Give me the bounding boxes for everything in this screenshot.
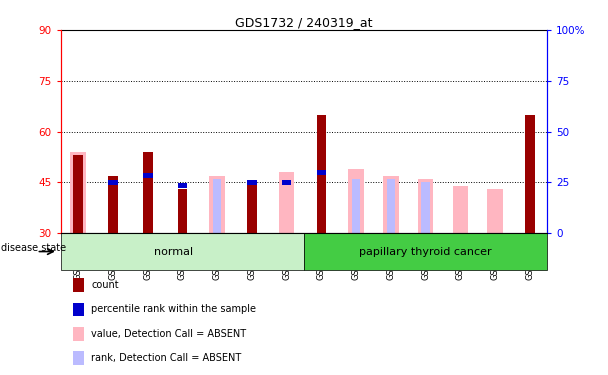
Text: value, Detection Call = ABSENT: value, Detection Call = ABSENT <box>91 329 246 339</box>
Bar <box>387 179 395 233</box>
Bar <box>108 180 118 185</box>
Text: rank, Detection Call = ABSENT: rank, Detection Call = ABSENT <box>91 353 241 363</box>
Bar <box>383 176 399 233</box>
Title: GDS1732 / 240319_at: GDS1732 / 240319_at <box>235 16 373 29</box>
Bar <box>74 179 83 233</box>
Bar <box>71 152 86 233</box>
Bar <box>108 176 118 233</box>
Text: papillary thyroid cancer: papillary thyroid cancer <box>359 246 492 256</box>
Bar <box>317 115 326 233</box>
Bar <box>421 182 430 233</box>
Text: disease state: disease state <box>1 243 66 253</box>
Bar <box>279 172 294 233</box>
Bar <box>213 179 221 233</box>
Bar <box>143 152 153 233</box>
Bar <box>61 233 304 270</box>
Bar <box>317 170 326 175</box>
Bar <box>352 179 361 233</box>
Bar <box>525 176 534 233</box>
Bar <box>418 179 434 233</box>
Bar <box>178 183 187 188</box>
Bar <box>487 189 503 233</box>
Bar <box>247 180 257 185</box>
Bar <box>282 180 291 185</box>
Bar <box>304 233 547 270</box>
Bar <box>247 182 257 233</box>
Text: percentile rank within the sample: percentile rank within the sample <box>91 304 256 314</box>
Bar <box>143 173 153 178</box>
Bar <box>209 176 225 233</box>
Bar <box>525 115 534 233</box>
Bar <box>74 155 83 233</box>
Text: normal: normal <box>154 246 193 256</box>
Bar <box>348 169 364 233</box>
Bar <box>452 186 468 233</box>
Text: count: count <box>91 280 119 290</box>
Bar <box>178 189 187 233</box>
